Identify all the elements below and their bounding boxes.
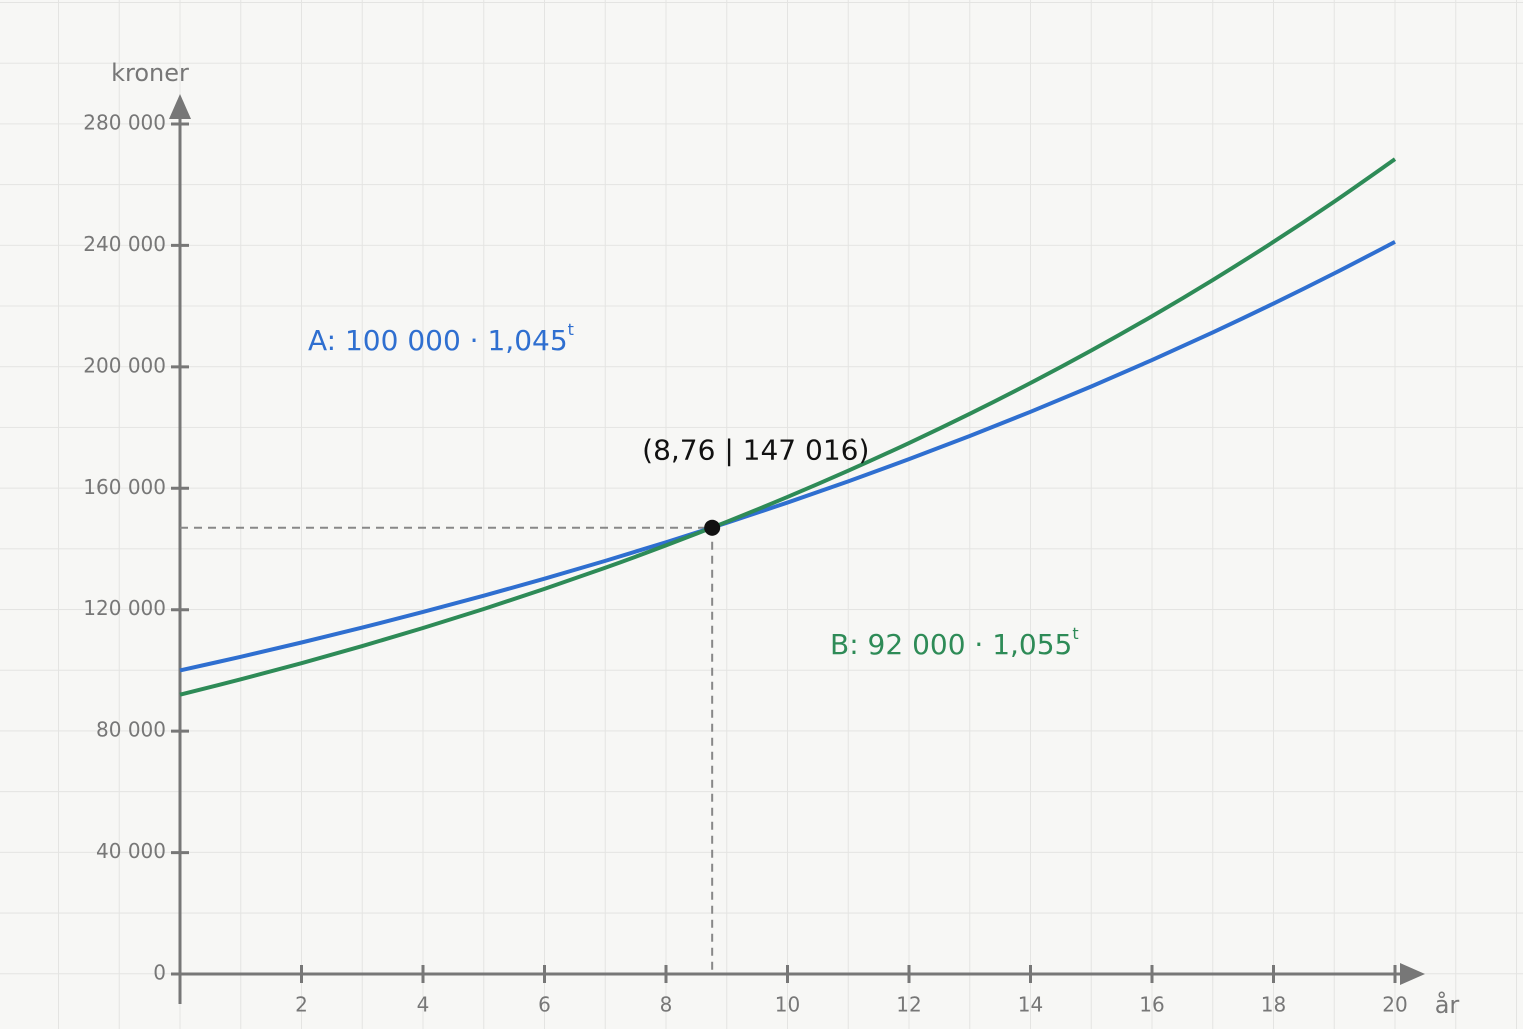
curve-label-name: A: 100 000 · 1,045 <box>308 324 568 357</box>
y-tick-label: 240 000 <box>83 232 166 256</box>
y-tick-label: 120 000 <box>83 596 166 620</box>
intersection-label: (8,76 | 147 016) <box>642 434 869 467</box>
y-axis-arrow <box>169 94 191 119</box>
y-tick-label: 80 000 <box>96 718 166 742</box>
x-tick-label: 2 <box>295 993 308 1017</box>
curve-label: A: 100 000 · 1,045t <box>308 320 574 358</box>
y-tick-label: 40 000 <box>96 839 166 863</box>
x-tick-label: 18 <box>1261 993 1286 1017</box>
x-tick-label: 6 <box>538 993 551 1017</box>
y-tick-label: 0 <box>153 961 166 985</box>
x-tick-label: 4 <box>417 993 430 1017</box>
x-tick-label: 14 <box>1018 993 1043 1017</box>
y-tick-label: 200 000 <box>83 353 166 377</box>
curve-label-exponent: t <box>568 320 574 339</box>
y-axis-title: kroner <box>111 59 189 87</box>
curve-label-name: B: 92 000 · 1,055 <box>830 628 1072 661</box>
x-tick-label: 20 <box>1382 993 1407 1017</box>
curve <box>179 157 1397 697</box>
x-tick-label: 10 <box>775 993 800 1017</box>
x-tick-label: 12 <box>896 993 921 1017</box>
curve-label: B: 92 000 · 1,055t <box>830 624 1079 662</box>
x-tick-label: 8 <box>660 993 673 1017</box>
x-axis-arrow <box>1400 963 1425 985</box>
y-tick-label: 280 000 <box>83 111 166 135</box>
curve <box>179 240 1396 673</box>
y-tick-label: 160 000 <box>83 475 166 499</box>
x-tick-label: 16 <box>1139 993 1164 1017</box>
x-axis-title: år <box>1435 990 1460 1019</box>
curve-label-exponent: t <box>1072 624 1078 643</box>
intersection-point <box>704 519 721 536</box>
